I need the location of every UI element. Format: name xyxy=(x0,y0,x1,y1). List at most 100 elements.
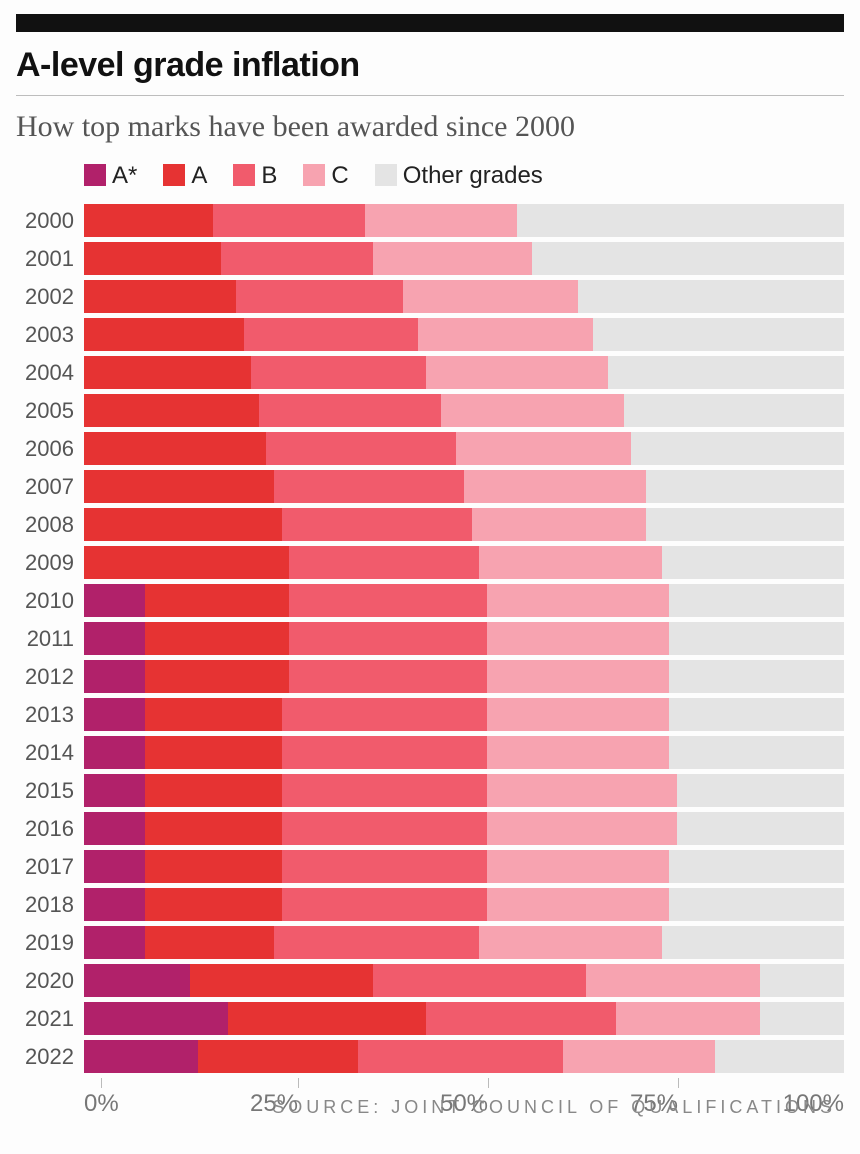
bar-segment-other xyxy=(517,204,844,237)
bar-segment-c xyxy=(487,812,677,845)
bar-segment-other xyxy=(593,318,844,351)
y-axis-label: 2001 xyxy=(16,246,84,272)
y-axis-label: 2016 xyxy=(16,816,84,842)
stacked-bar xyxy=(84,242,844,275)
bar-row: 2002 xyxy=(16,280,844,313)
bar-segment-b xyxy=(259,394,441,427)
bar-segment-other xyxy=(677,812,844,845)
chart-title: A-level grade inflation xyxy=(16,46,844,85)
bar-segment-a xyxy=(145,584,289,617)
title-rule xyxy=(16,95,844,96)
x-axis-tick-mark xyxy=(678,1078,679,1088)
stacked-bar xyxy=(84,584,844,617)
bar-row: 2000 xyxy=(16,204,844,237)
bar-row: 2020 xyxy=(16,964,844,997)
bar-row: 2010 xyxy=(16,584,844,617)
y-axis-label: 2015 xyxy=(16,778,84,804)
stacked-bar xyxy=(84,1040,844,1073)
bar-segment-b xyxy=(274,470,464,503)
y-axis-label: 2020 xyxy=(16,968,84,994)
bar-segment-a xyxy=(145,926,274,959)
bar-segment-c xyxy=(441,394,623,427)
stacked-bar xyxy=(84,204,844,237)
y-axis-label: 2002 xyxy=(16,284,84,310)
bar-row: 2005 xyxy=(16,394,844,427)
bar-segment-other xyxy=(669,888,844,921)
legend: A*ABCOther grades xyxy=(84,162,844,190)
bar-segment-c xyxy=(456,432,631,465)
bar-segment-other xyxy=(646,470,844,503)
stacked-bar xyxy=(84,394,844,427)
bar-segment-b xyxy=(236,280,403,313)
bar-segment-other xyxy=(662,926,844,959)
bar-segment-b xyxy=(266,432,456,465)
top-accent-bar xyxy=(16,14,844,32)
x-axis-tick: 0% xyxy=(84,1078,119,1118)
y-axis-label: 2004 xyxy=(16,360,84,386)
bar-segment-a xyxy=(84,242,221,275)
bar-segment-c xyxy=(487,850,669,883)
bar-segment-c xyxy=(563,1040,715,1073)
bar-segment-a xyxy=(84,394,259,427)
bar-segment-a xyxy=(145,660,289,693)
bar-segment-c xyxy=(365,204,517,237)
bar-segment-other xyxy=(677,774,844,807)
stacked-bar xyxy=(84,964,844,997)
stacked-bar xyxy=(84,698,844,731)
bar-segment-c xyxy=(487,584,669,617)
bar-segment-c xyxy=(487,774,677,807)
legend-label: B xyxy=(261,162,277,189)
stacked-bar xyxy=(84,1002,844,1035)
legend-item: C xyxy=(303,162,348,189)
bar-segment-a-star xyxy=(84,736,145,769)
y-axis-label: 2007 xyxy=(16,474,84,500)
legend-label: A* xyxy=(112,162,137,189)
bar-segment-other xyxy=(646,508,844,541)
y-axis-label: 2011 xyxy=(16,626,84,652)
legend-item: B xyxy=(233,162,277,189)
stacked-bar xyxy=(84,774,844,807)
bar-segment-a-star xyxy=(84,888,145,921)
bar-segment-b xyxy=(289,660,487,693)
stacked-bar xyxy=(84,660,844,693)
bar-segment-a xyxy=(84,508,282,541)
bar-segment-b xyxy=(358,1040,563,1073)
bar-segment-c xyxy=(479,926,661,959)
bar-row: 2011 xyxy=(16,622,844,655)
bar-segment-other xyxy=(662,546,844,579)
x-axis-tick-mark xyxy=(488,1078,489,1088)
bar-segment-b xyxy=(221,242,373,275)
bar-segment-c xyxy=(487,888,669,921)
bar-segment-a xyxy=(84,318,244,351)
stacked-bar xyxy=(84,318,844,351)
bar-segment-a xyxy=(84,204,213,237)
bar-segment-a xyxy=(145,850,282,883)
legend-label: Other grades xyxy=(403,162,543,189)
bar-segment-other xyxy=(631,432,844,465)
stacked-bar xyxy=(84,926,844,959)
bar-segment-b xyxy=(282,850,487,883)
bar-segment-c xyxy=(487,622,669,655)
bar-segment-c xyxy=(487,660,669,693)
bar-segment-c xyxy=(472,508,647,541)
bar-row: 2017 xyxy=(16,850,844,883)
legend-swatch xyxy=(84,164,106,186)
bar-segment-other xyxy=(624,394,844,427)
bar-row: 2007 xyxy=(16,470,844,503)
bar-segment-a-star xyxy=(84,1002,228,1035)
bar-row: 2018 xyxy=(16,888,844,921)
bar-segment-other xyxy=(608,356,844,389)
bar-segment-a xyxy=(190,964,372,997)
bar-segment-a xyxy=(145,774,282,807)
bar-segment-other xyxy=(669,698,844,731)
bar-segment-b xyxy=(289,546,479,579)
bar-segment-c xyxy=(487,698,669,731)
bar-segment-other xyxy=(715,1040,844,1073)
bar-segment-c xyxy=(373,242,533,275)
legend-swatch xyxy=(233,164,255,186)
y-axis-label: 2022 xyxy=(16,1044,84,1070)
bar-segment-a xyxy=(84,546,289,579)
bar-segment-a-star xyxy=(84,964,190,997)
y-axis-label: 2021 xyxy=(16,1006,84,1032)
stacked-bar xyxy=(84,888,844,921)
